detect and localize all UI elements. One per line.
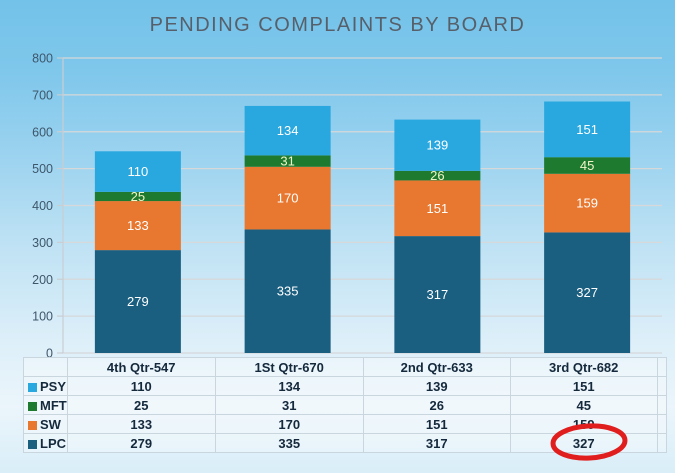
bar-segment-mft (544, 157, 631, 174)
value-cell: 279 (66, 433, 216, 453)
y-tick-label: 500 (32, 162, 53, 176)
y-tick-label: 800 (32, 52, 53, 66)
bar-segment-label: 25 (131, 189, 145, 204)
y-tick-label: 0 (46, 347, 53, 361)
bar-segment-lpc (244, 229, 331, 353)
legend-swatch-icon (28, 401, 37, 411)
legend-swatch-icon (28, 439, 37, 449)
bar-segment-label: 327 (576, 285, 598, 300)
bar-segment-lpc (544, 232, 631, 353)
value-cell: 151 (509, 376, 658, 396)
legend-cell-psy: PSY (23, 376, 68, 396)
y-tick-label: 300 (32, 236, 53, 250)
category-header-cell: 1St Qtr-670 (214, 357, 364, 377)
y-tick-label: 600 (32, 125, 53, 139)
category-header-cell: 4th Qtr-547 (66, 357, 216, 377)
value-cell: 151 (362, 414, 511, 434)
spacer-cell (656, 414, 667, 434)
bar-segment-label: 26 (430, 168, 444, 183)
bar-segment-label: 317 (427, 287, 449, 302)
bar-segment-lpc (94, 250, 181, 353)
value-cell: 31 (214, 395, 364, 415)
y-tick-label: 400 (32, 199, 53, 213)
y-tick-label: 200 (32, 273, 53, 287)
bar-segment-sw (394, 180, 481, 237)
legend-header-cell (23, 357, 68, 377)
data-table: 4th Qtr-547 1St Qtr-670 2nd Qtr-633 3rd Qtr… (23, 357, 667, 453)
bar-segment-label: 139 (427, 138, 449, 153)
bar-segment-label: 151 (576, 122, 598, 137)
y-tick-label: 100 (32, 310, 53, 324)
bar-segment-sw (544, 173, 631, 233)
spacer-cell (656, 357, 667, 377)
table-header-row: 4th Qtr-547 1St Qtr-670 2nd Qtr-633 3rd Qtr… (23, 357, 667, 377)
value-cell: 327 (509, 433, 658, 453)
stacked-bar-chart: 0 100 200 300 400 500 600 700 800 279 133 25 110 335 1… (32, 52, 662, 361)
chart-title: PENDING COMPLAINTS BY BOARD (149, 14, 526, 36)
spacer-cell (656, 395, 667, 415)
value-cell: 110 (66, 376, 216, 396)
legend-label: PSY (40, 378, 67, 394)
value-cell: 133 (66, 414, 216, 434)
bar-segment-psy (394, 119, 481, 171)
legend-cell-lpc: LPC (23, 433, 68, 453)
value-cell: 134 (214, 376, 364, 396)
legend-label: MFT (40, 397, 67, 413)
bar-segment-label: 279 (127, 294, 149, 309)
bar-segment-label: 45 (580, 158, 594, 173)
table-row-mft: MFT 25 31 26 45 (23, 395, 667, 415)
spacer-cell (656, 433, 667, 453)
bar-segment-psy (544, 101, 631, 158)
bar-segment-mft (394, 170, 481, 181)
category-header-cell: 2nd Qtr-633 (362, 357, 511, 377)
value-cell: 139 (362, 376, 511, 396)
bar-segment-lpc (394, 236, 481, 353)
bar-segment-label: 159 (576, 196, 598, 211)
value-cell: 317 (362, 433, 511, 453)
value-cell: 159 (509, 414, 658, 434)
bar-segment-label: 110 (128, 164, 149, 179)
bar-segment-psy (94, 151, 181, 192)
bar-segment-mft (244, 155, 331, 167)
legend-swatch-icon (28, 382, 37, 392)
spacer-cell (656, 376, 667, 396)
category-header-cell: 3rd Qtr-682 (509, 357, 658, 377)
table-row-sw: SW 133 170 151 159 (23, 414, 667, 434)
bar-segment-label: 170 (277, 191, 299, 206)
bar-segment-label: 335 (277, 284, 299, 299)
bar-segment-psy (244, 105, 331, 156)
table-row-lpc: LPC 279 335 317 327 (23, 433, 667, 453)
legend-cell-mft: MFT (23, 395, 68, 415)
bar-segment-sw (94, 201, 181, 251)
bar-segment-mft (94, 191, 181, 202)
table-row-psy: PSY 110 134 139 151 (23, 376, 667, 396)
bar-segment-label: 31 (280, 154, 294, 169)
bar-segment-label: 134 (277, 123, 299, 138)
legend-label: LPC (40, 435, 66, 451)
value-cell: 45 (509, 395, 658, 415)
value-cell: 335 (214, 433, 364, 453)
value-cell: 26 (362, 395, 511, 415)
bar-segment-sw (244, 166, 331, 230)
value-cell: 25 (66, 395, 216, 415)
bar-segment-label: 151 (427, 201, 449, 216)
legend-swatch-icon (28, 420, 37, 430)
y-tick-label: 700 (32, 88, 53, 102)
bar-segment-label: 133 (127, 218, 149, 233)
legend-label: SW (40, 416, 61, 432)
value-cell: 170 (214, 414, 364, 434)
legend-cell-sw: SW (23, 414, 68, 434)
